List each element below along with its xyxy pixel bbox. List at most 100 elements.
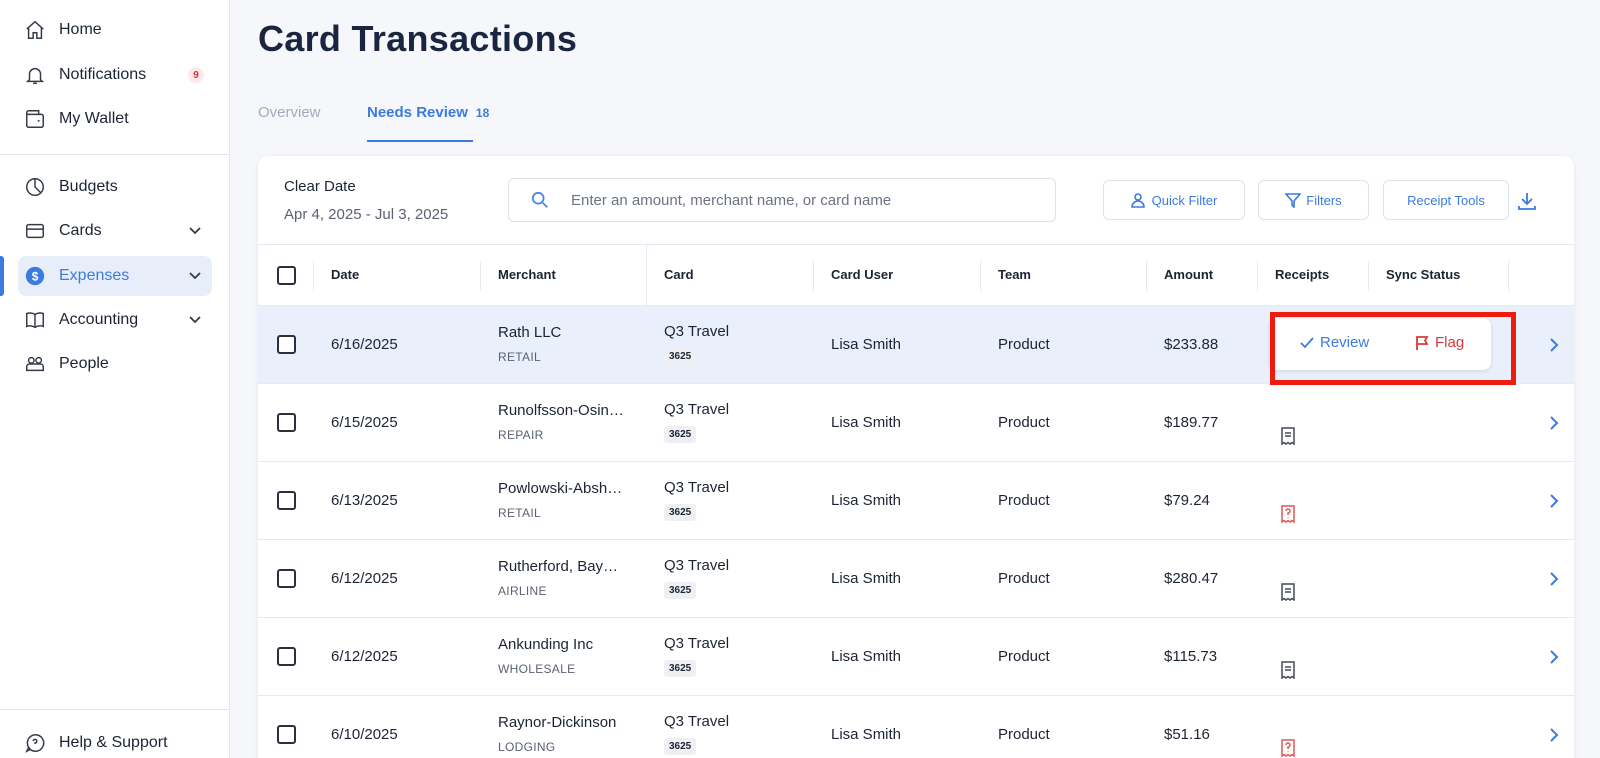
row-merchant: Rath LLC [498,324,562,341]
column-header-card[interactable]: Card [664,267,694,282]
sidebar-item-my-wallet[interactable]: My Wallet [18,99,212,139]
row-card-name: Q3 Travel [664,479,730,496]
sidebar-item-help[interactable]: Help & Support [18,723,212,758]
column-separator [1508,261,1509,291]
row-amount: $233.88 [1164,336,1219,353]
receipt-icon[interactable] [1280,427,1296,446]
chevron-right-icon[interactable] [1548,650,1560,664]
row-date: 6/13/2025 [331,492,398,509]
row-checkbox[interactable] [277,335,296,354]
search-icon [531,191,548,208]
row-team: Product [998,336,1050,353]
row-card-number: 3625 [664,660,697,677]
tab-label: Overview [258,104,321,121]
sidebar-item-label: Home [59,21,102,38]
chevron-right-icon[interactable] [1548,494,1560,508]
sidebar-item-label: Budgets [59,178,118,195]
row-card-name: Q3 Travel [664,557,730,574]
chevron-right-icon[interactable] [1548,338,1560,352]
active-indicator [0,256,4,296]
tab-overview[interactable]: Overview [258,104,321,121]
review-button[interactable]: Review [1300,334,1369,351]
column-header-amount[interactable]: Amount [1164,267,1214,282]
row-card-user: Lisa Smith [831,492,902,509]
chevron-right-icon[interactable] [1548,416,1560,430]
sidebar-item-label: My Wallet [59,110,129,127]
row-team: Product [998,648,1050,665]
table-row[interactable]: 6/12/2025 Rutherford, Bay… AIRLINE Q3 Tr… [258,540,1574,618]
row-checkbox[interactable] [277,413,296,432]
bell-icon [23,63,47,87]
quick-filter-button[interactable]: Quick Filter [1103,180,1245,220]
review-label: Review [1320,334,1370,351]
date-range: Apr 4, 2025 - Jul 3, 2025 [284,206,449,223]
home-icon [23,18,47,42]
row-checkbox[interactable] [277,725,296,744]
chevron-down-icon[interactable] [188,223,202,237]
chevron-right-icon[interactable] [1548,728,1560,742]
sidebar-item-label: People [59,355,109,372]
column-separator [980,261,981,291]
select-all-checkbox[interactable] [277,266,296,285]
column-header-card-user[interactable]: Card User [831,267,894,282]
filters-label: Filters [1306,192,1342,208]
sidebar-item-budgets[interactable]: Budgets [18,167,212,207]
row-category: WHOLESALE [498,662,576,676]
sidebar-item-label: Cards [59,222,102,239]
flag-button[interactable]: Flag [1415,334,1464,351]
sidebar-item-expenses[interactable]: $ Expenses [18,256,212,296]
row-card-number: 3625 [664,738,697,755]
row-card-number: 3625 [664,348,697,365]
column-separator [1368,261,1369,291]
row-team: Product [998,414,1050,431]
column-header-date[interactable]: Date [331,267,360,282]
table-row[interactable]: 6/10/2025 Raynor-Dickinson LODGING Q3 Tr… [258,696,1574,758]
sidebar-item-cards[interactable]: Cards [18,211,212,251]
column-separator [1146,261,1147,291]
chevron-down-icon[interactable] [188,312,202,326]
sidebar: Home Notifications 9 My Wallet Budgets C… [0,0,230,758]
user-filter-icon [1130,193,1145,208]
row-card-user: Lisa Smith [831,648,902,665]
row-date: 6/15/2025 [331,414,398,431]
row-amount: $79.24 [1164,492,1210,509]
table-row[interactable]: 6/13/2025 Powlowski-Absh… RETAIL Q3 Trav… [258,462,1574,540]
table-row[interactable]: 6/16/2025 Rath LLC RETAIL Q3 Travel 3625… [258,306,1574,384]
sidebar-item-notifications[interactable]: Notifications 9 [18,55,212,95]
missing-receipt-icon[interactable] [1280,505,1296,524]
row-card-number: 3625 [664,582,697,599]
column-header-merchant[interactable]: Merchant [498,267,556,282]
sidebar-item-home[interactable]: Home [18,10,212,50]
row-checkbox[interactable] [277,647,296,666]
table-row[interactable]: 6/12/2025 Ankunding Inc WHOLESALE Q3 Tra… [258,618,1574,696]
row-merchant: Raynor-Dickinson [498,714,617,731]
sidebar-item-accounting[interactable]: Accounting [18,300,212,340]
table-row[interactable]: 6/15/2025 Runolfsson-Osin… REPAIR Q3 Tra… [258,384,1574,462]
column-header-sync-status[interactable]: Sync Status [1386,267,1461,282]
receipt-icon[interactable] [1280,583,1296,602]
row-category: RETAIL [498,506,541,520]
receipt-tools-button[interactable]: Receipt Tools [1383,180,1509,220]
missing-receipt-icon[interactable] [1280,739,1296,758]
receipt-icon[interactable] [1280,661,1296,680]
wallet-icon [23,107,47,131]
chevron-down-icon[interactable] [188,268,202,282]
search-input[interactable] [571,191,1031,209]
sidebar-item-people[interactable]: People [18,344,212,384]
row-category: REPAIR [498,428,544,442]
column-separator [480,261,481,291]
chevron-right-icon[interactable] [1548,572,1560,586]
sidebar-item-label: Accounting [59,311,139,328]
flag-label: Flag [1435,334,1465,351]
row-checkbox[interactable] [277,491,296,510]
column-header-team[interactable]: Team [998,267,1031,282]
row-checkbox[interactable] [277,569,296,588]
column-header-receipts[interactable]: Receipts [1275,267,1330,282]
column-separator [313,261,314,291]
clear-date-link[interactable]: Clear Date [284,178,356,195]
download-icon[interactable] [1516,190,1538,212]
tab-count-badge: 18 [475,106,490,120]
row-card-number: 3625 [664,426,697,443]
filters-button[interactable]: Filters [1258,180,1369,220]
tab-needs-review[interactable]: Needs Review 18 [367,104,489,121]
